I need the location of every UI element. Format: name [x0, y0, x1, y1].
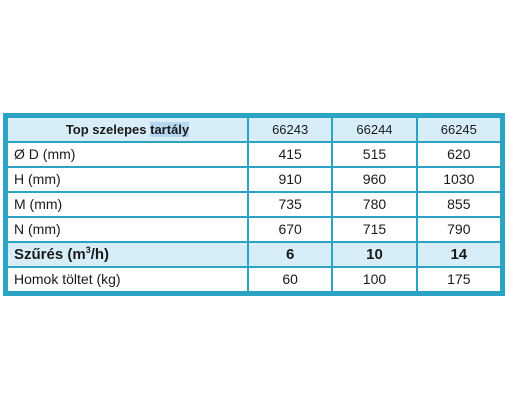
cell-value: 670: [248, 218, 332, 241]
row-label: M (mm): [8, 193, 247, 216]
cell-value: 960: [333, 168, 416, 191]
cell-value: 515: [333, 143, 416, 166]
cell-value: 100: [333, 268, 416, 291]
cell-value: 855: [417, 193, 500, 216]
header-label-prefix: Top szelepes: [65, 122, 151, 137]
table-row-n: N (mm) 670 715 790: [8, 218, 500, 241]
row-label: Ø D (mm): [8, 143, 247, 166]
row-label: Homok töltet (kg): [8, 268, 247, 291]
row-label: H (mm): [8, 168, 247, 191]
header-model-66243: 66243: [248, 118, 332, 141]
cell-value: 415: [248, 143, 332, 166]
table-header-row: Top szelepes tartály 66243 66244 66245: [8, 118, 500, 141]
cell-value: 60: [248, 268, 332, 291]
cell-value: 620: [417, 143, 500, 166]
header-model-66245: 66245: [417, 118, 500, 141]
cell-value: 1030: [417, 168, 500, 191]
header-product-label: Top szelepes tartály: [8, 118, 247, 141]
cell-value: 175: [417, 268, 500, 291]
row-label: N (mm): [8, 218, 247, 241]
cell-value: 910: [248, 168, 332, 191]
cell-value: 10: [333, 243, 416, 266]
filtration-label-suffix: /h): [90, 246, 110, 263]
cell-value: 715: [333, 218, 416, 241]
header-model-66244: 66244: [333, 118, 416, 141]
filtration-label-prefix: Szűrés (m: [14, 246, 86, 263]
header-label-highlight: tartály: [150, 122, 190, 137]
table-row-filtration: Szűrés (m3/h) 6 10 14: [8, 243, 500, 266]
spec-table-frame: Top szelepes tartály 66243 66244 66245 Ø…: [3, 113, 505, 296]
cell-value: 790: [417, 218, 500, 241]
table-row-m: M (mm) 735 780 855: [8, 193, 500, 216]
cell-value: 735: [248, 193, 332, 216]
filtration-label: Szűrés (m3/h): [8, 243, 247, 266]
spec-table: Top szelepes tartály 66243 66244 66245 Ø…: [6, 116, 502, 293]
cell-value: 6: [248, 243, 332, 266]
table-row-height: H (mm) 910 960 1030: [8, 168, 500, 191]
cell-value: 780: [333, 193, 416, 216]
filtration-label-sup: 3: [85, 245, 91, 255]
table-row-diameter: Ø D (mm) 415 515 620: [8, 143, 500, 166]
table-row-sand: Homok töltet (kg) 60 100 175: [8, 268, 500, 291]
cell-value: 14: [417, 243, 500, 266]
